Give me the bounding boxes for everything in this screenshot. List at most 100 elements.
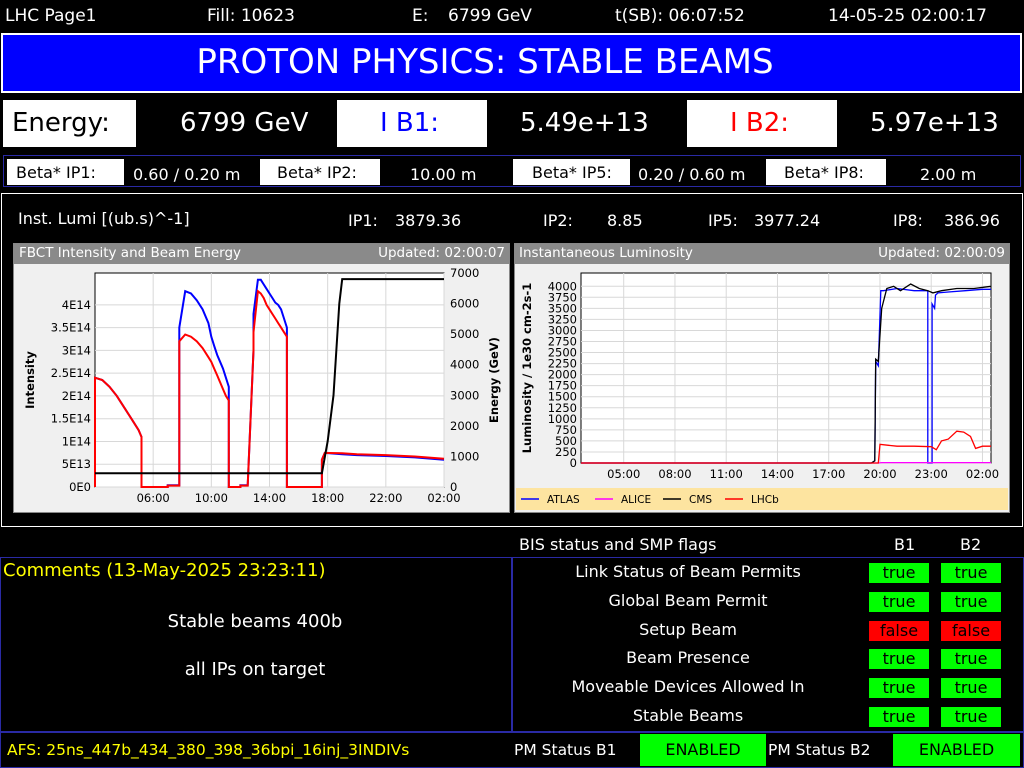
fbct-chart: 06:00 10:00 14:00 18:00 22:00 02:00 0E0 5E13 1E1… <box>23 266 501 505</box>
y-tick-label: 2750 <box>548 334 577 348</box>
y2-tick-label: 5000 <box>450 327 479 341</box>
y-tick-label: 0 <box>570 456 577 470</box>
x-tick-label: 22:00 <box>369 491 402 505</box>
ib1-value: 5.49e+13 <box>520 108 649 138</box>
ib2-value: 5.97e+13 <box>870 108 999 138</box>
lumi-ip2-label: IP2: <box>543 211 573 230</box>
fill-number: Fill: 10623 <box>207 6 295 26</box>
series-line-lhcb <box>581 430 991 464</box>
beta-ip5-label: Beta* IP5: <box>532 163 612 182</box>
bis-flag-b1: true <box>869 591 929 612</box>
fbct-panel-header: FBCT Intensity and Beam Energy Updated: … <box>14 244 509 264</box>
y-axis-label: Intensity <box>23 351 37 409</box>
fbct-panel: FBCT Intensity and Beam Energy Updated: … <box>13 243 510 513</box>
y-tick-label: 3500 <box>548 301 577 315</box>
pm-status-b2-label: PM Status B2 <box>768 741 871 759</box>
y-axis-label: Luminosity / 1e30 cm-2s-1 <box>520 283 534 454</box>
beta-ip2-label-box <box>260 159 380 185</box>
y-tick-label: 5E13 <box>62 457 91 471</box>
luminosity-panel-updated: Updated: 02:00:09 <box>878 245 1005 261</box>
x-tick-label: 02:00 <box>427 491 460 505</box>
lumi-ip5-value: 3977.24 <box>754 211 821 230</box>
afs-filling-scheme: AFS: 25ns_447b_434_380_398_36bpi_16inj_3… <box>7 741 410 759</box>
bis-flag-b2: true <box>941 591 1001 612</box>
beta-ip5-label-box <box>513 159 630 185</box>
x-tick-label: 05:00 <box>607 467 640 481</box>
bis-flag-b1: true <box>869 678 929 699</box>
bis-title: BIS status and SMP flags <box>519 535 717 554</box>
fbct-panel-title: FBCT Intensity and Beam Energy <box>19 245 242 261</box>
legend-label: ATLAS <box>547 494 580 506</box>
bis-row-label: Global Beam Permit <box>608 590 768 610</box>
y2-tick-label: 2000 <box>450 419 479 433</box>
page-name: LHC Page1 <box>5 6 97 26</box>
bis-col-b2: B2 <box>960 535 982 554</box>
y-tick-label: 1E14 <box>62 434 91 448</box>
y-tick-label: 2E14 <box>62 389 91 403</box>
y-tick-label: 750 <box>555 423 577 437</box>
bis-flag-b1: true <box>869 649 929 670</box>
x-tick-label: 20:00 <box>863 467 896 481</box>
luminosity-chart: 05:00 08:00 11:00 14:00 17:00 20:00 23:00 02:00… <box>516 272 1008 510</box>
y2-tick-label: 4000 <box>450 358 479 372</box>
bis-flag-b1: true <box>869 563 929 583</box>
lumi-ip8-label: IP8: <box>893 211 923 230</box>
x-tick-label: 14:00 <box>761 467 794 481</box>
fbct-panel-updated: Updated: 02:00:07 <box>378 245 505 261</box>
y-tick-label: 3E14 <box>62 343 91 357</box>
x-tick-label: 18:00 <box>311 491 344 505</box>
x-tick-label: 08:00 <box>658 467 691 481</box>
ib2-label-box <box>687 100 837 147</box>
bis-flag-b1: true <box>869 707 929 727</box>
lumi-ip1-value: 3879.36 <box>395 211 462 230</box>
y2-tick-label: 3000 <box>450 388 479 402</box>
luminosity-panel-title: Instantaneous Luminosity <box>519 245 693 261</box>
x-tick-label: 23:00 <box>915 467 948 481</box>
beta-ip1-label-box <box>7 159 124 185</box>
beta-ip2-value: 10.00 m <box>410 165 477 184</box>
comment-line-2: all IPs on target <box>184 659 326 680</box>
comments-header: Comments (13-May-2025 23:23:11) <box>3 560 326 581</box>
comments-frame <box>0 557 512 732</box>
luminosity-panel: Instantaneous Luminosity Updated: 02:00:… <box>514 243 1010 513</box>
x-tick-label: 02:00 <box>966 467 999 481</box>
comment-line-1: Stable beams 400b <box>167 611 343 632</box>
series-line-energy <box>95 278 444 475</box>
y-tick-label: 2.5E14 <box>51 366 91 380</box>
inst-lumi-label: Inst. Lumi [(ub.s)^-1] <box>18 209 190 228</box>
beam-mode-banner <box>1 33 1022 93</box>
bis-flag-b2: false <box>941 620 1001 641</box>
y-tick-label: 1000 <box>548 412 577 426</box>
beta-ip1-value: 0.60 / 0.20 m <box>133 165 241 184</box>
pm-status-b1-value: ENABLED <box>640 734 766 766</box>
bis-row-label: Stable Beams <box>632 706 744 725</box>
bis-flag-b2: true <box>941 707 1001 727</box>
y-tick-label: 3.5E14 <box>51 321 91 335</box>
energy-label-box <box>3 100 136 147</box>
x-tick-label: 06:00 <box>137 491 170 505</box>
beta-ip8-value: 2.00 m <box>920 165 977 184</box>
lumi-ip8-value: 386.96 <box>944 211 1000 230</box>
lumi-ip5-label: IP5: <box>708 211 738 230</box>
bis-col-b1: B1 <box>894 535 916 554</box>
beta-ip1-label: Beta* IP1: <box>16 163 96 182</box>
y-tick-label: 2250 <box>548 357 577 371</box>
y2-tick-label: 6000 <box>450 297 479 311</box>
beta-row-frame <box>3 155 1021 187</box>
beta-ip8-label: Beta* IP8: <box>784 163 864 182</box>
energy-label: Energy: <box>12 108 110 138</box>
pm-status-b2-value: ENABLED <box>893 734 1020 766</box>
plot-area <box>580 272 992 464</box>
legend-box <box>516 488 1008 510</box>
header-energy-value: 6799 GeV <box>448 6 532 26</box>
y-tick-label: 3000 <box>548 323 577 337</box>
legend-label: LHCb <box>751 494 779 506</box>
bis-row-label: Beam Presence <box>626 648 750 668</box>
bis-row-label: Setup Beam <box>639 619 737 639</box>
y2-tick-label: 0 <box>450 480 457 494</box>
beta-ip2-label: Beta* IP2: <box>277 163 357 182</box>
y2-axis-label: Energy (GeV) <box>487 337 501 423</box>
y-tick-label: 2500 <box>548 346 577 360</box>
ib2-label: I B2: <box>730 108 790 138</box>
y-tick-label: 500 <box>555 434 577 448</box>
